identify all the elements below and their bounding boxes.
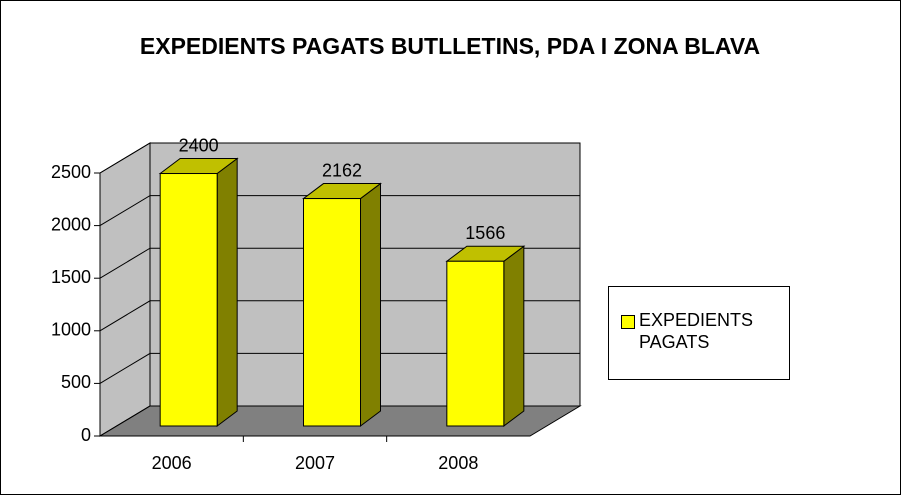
grid-line: [99, 352, 580, 384]
x-tick-label: 2008: [438, 453, 478, 473]
data-label: 1566: [465, 223, 505, 243]
grid-line: [99, 405, 580, 437]
data-label: 2400: [179, 135, 219, 155]
x-tick-label: 2006: [152, 453, 192, 473]
bar: [303, 198, 361, 427]
grid-line: [99, 247, 580, 279]
chart-title: EXPEDIENTS PAGATS BUTLLETINS, PDA I ZONA…: [139, 33, 761, 59]
y-tick-label: 500: [61, 372, 91, 392]
legend-label: EXPEDIENTS PAGATS: [639, 310, 754, 352]
grid-line: [99, 195, 580, 227]
y-tick-label: 2000: [51, 214, 91, 234]
legend: EXPEDIENTS PAGATS: [608, 286, 790, 380]
bar: [446, 260, 505, 427]
legend-swatch: [621, 315, 635, 329]
y-tick-label: 2500: [51, 162, 91, 182]
data-label: 2162: [322, 160, 362, 180]
y-tick-label: 0: [81, 425, 91, 445]
y-tick-label: 1500: [51, 267, 91, 287]
grid-line: [99, 142, 580, 174]
bar-side: [360, 182, 381, 427]
y-tick-label: 1000: [51, 320, 91, 340]
side-wall: [99, 142, 151, 437]
x-tick-label: 2007: [295, 453, 335, 473]
grid-line: [99, 300, 580, 332]
bar-side: [216, 157, 238, 427]
bar-side: [503, 245, 525, 428]
bar: [159, 173, 218, 427]
